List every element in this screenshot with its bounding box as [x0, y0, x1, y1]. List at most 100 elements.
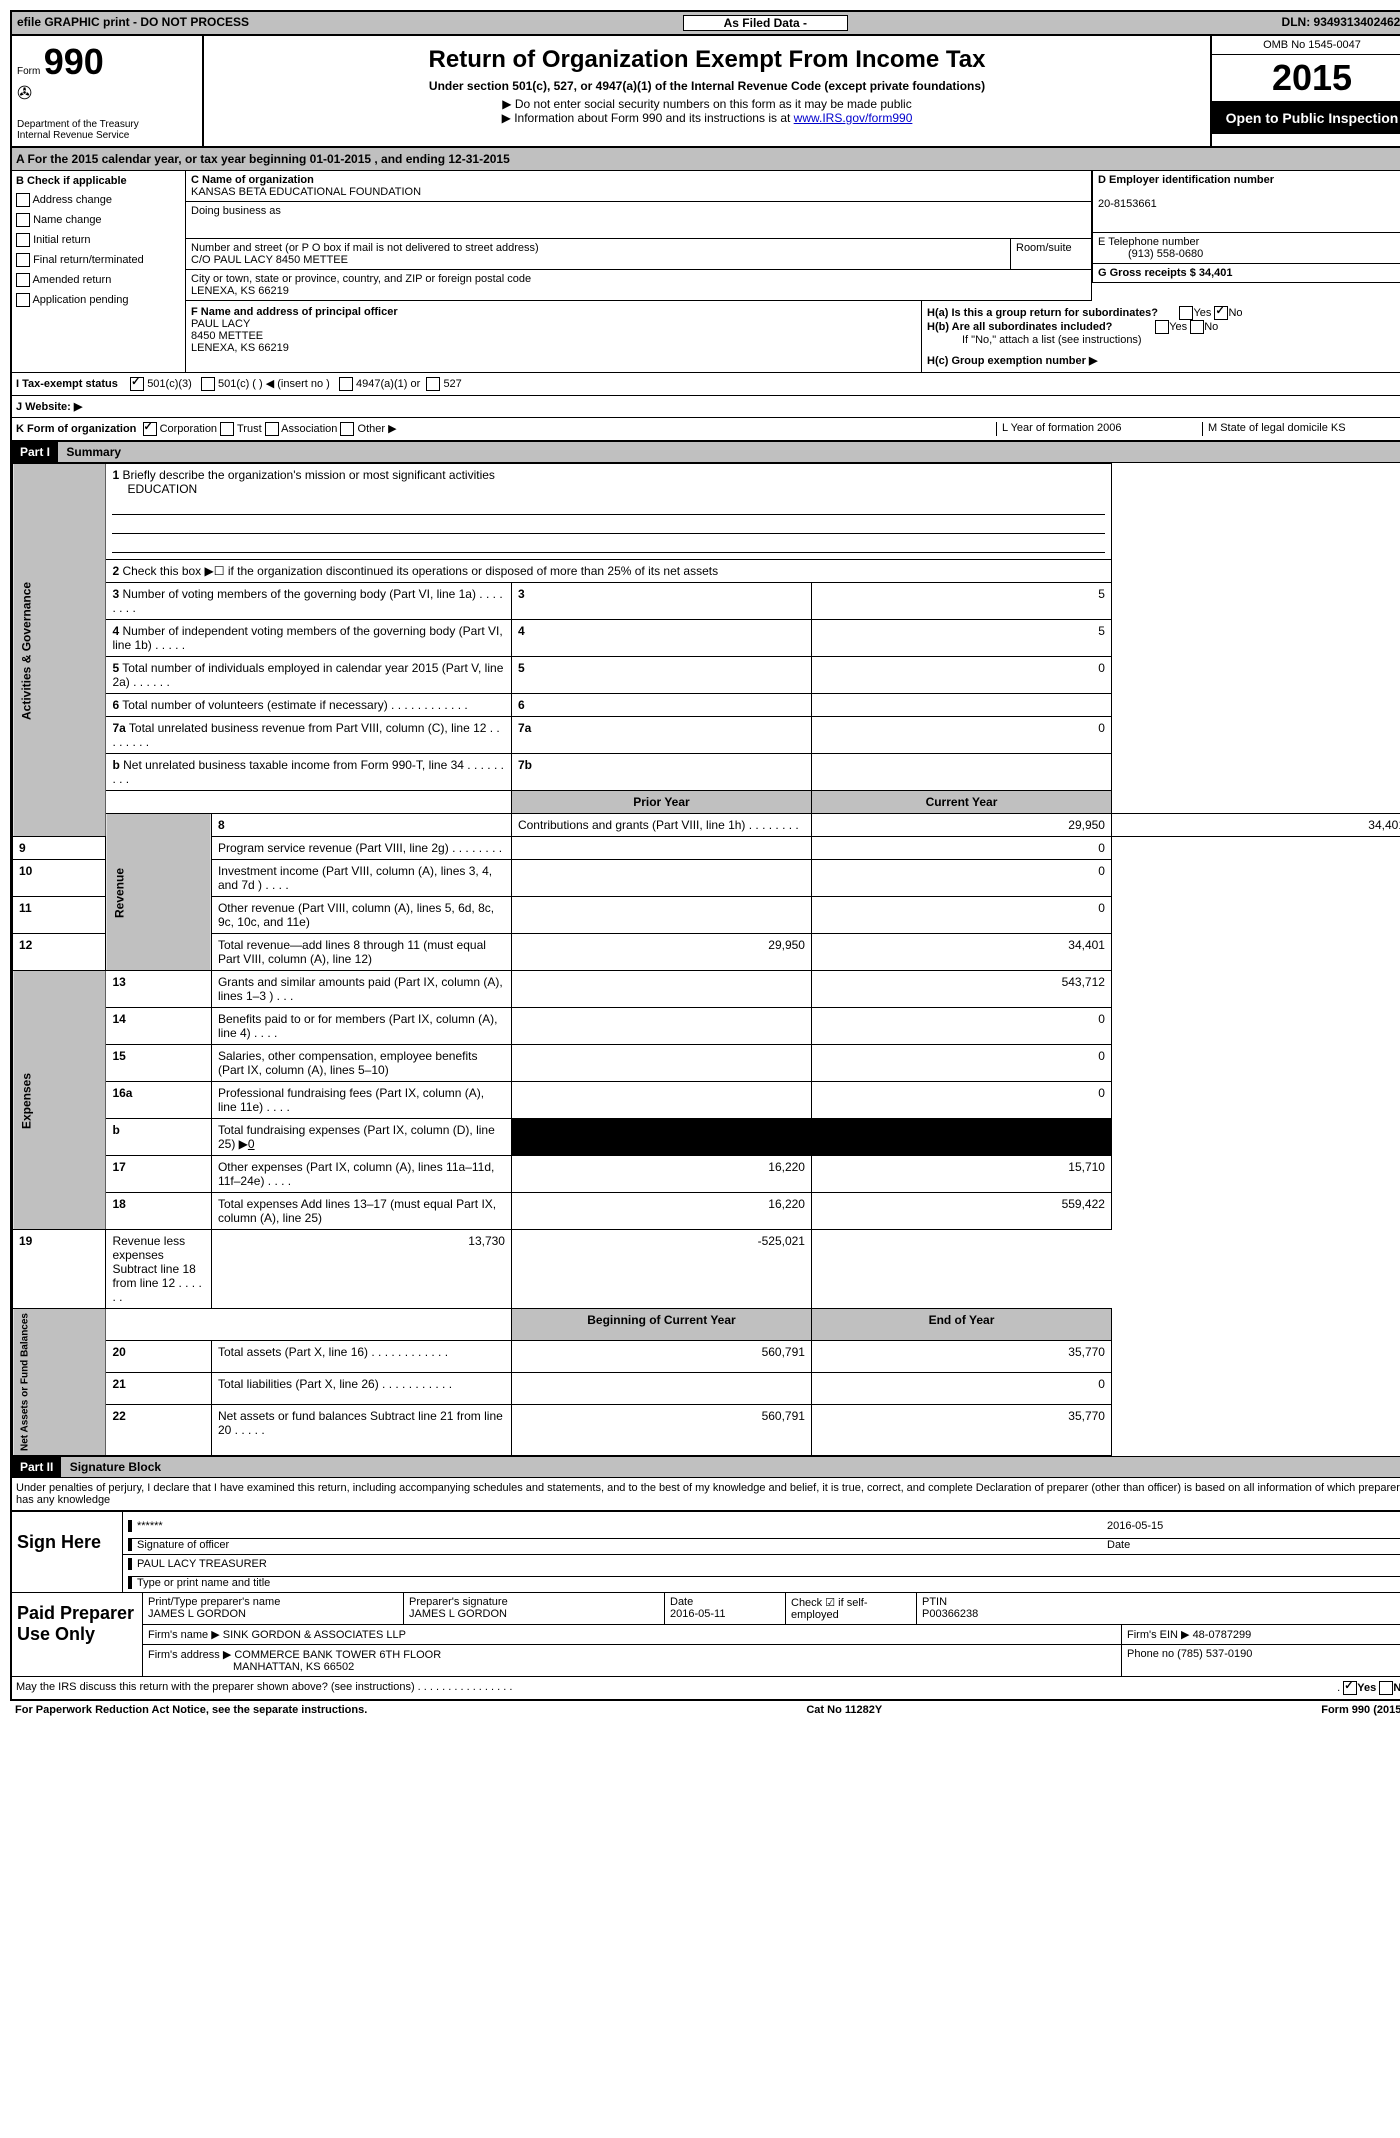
- vlabel-expenses: Expenses: [13, 971, 106, 1230]
- part2-title: Signature Block: [70, 1460, 161, 1474]
- col-prior: Prior Year: [511, 791, 811, 814]
- vlabel-governance: Activities & Governance: [13, 464, 106, 837]
- header-center: Return of Organization Exempt From Incom…: [204, 36, 1210, 146]
- form-subtitle: Under section 501(c), 527, or 4947(a)(1)…: [209, 79, 1205, 93]
- room-label: Room/suite: [1016, 242, 1072, 254]
- note-info-pre: ▶ Information about Form 990 and its ins…: [502, 111, 794, 125]
- topbar-left: efile GRAPHIC print - DO NOT PROCESS: [17, 15, 249, 31]
- form-label: Form: [17, 66, 40, 77]
- topbar-right: DLN: 93493134024626: [1282, 15, 1400, 31]
- cb-assoc[interactable]: [265, 422, 279, 436]
- preparer-section: Paid Preparer Use Only Print/Type prepar…: [12, 1592, 1400, 1676]
- org-info-row: B Check if applicable Address change Nam…: [12, 171, 1400, 373]
- firm-addr1: COMMERCE BANK TOWER 6TH FLOOR: [234, 1649, 441, 1661]
- mission: EDUCATION: [127, 482, 197, 496]
- cb-corp[interactable]: [143, 422, 157, 436]
- prep-name: JAMES L GORDON: [148, 1608, 246, 1620]
- cb-4947[interactable]: [339, 377, 353, 391]
- footer-center: Cat No 11282Y: [806, 1704, 882, 1716]
- note-ssn: ▶ Do not enter social security numbers o…: [209, 97, 1205, 111]
- e-label: E Telephone number: [1098, 236, 1199, 248]
- city-label: City or town, state or province, country…: [191, 273, 531, 285]
- org-city: LENEXA, KS 66219: [191, 285, 289, 297]
- form-number-box: Form 990 ✇ Department of the Treasury In…: [12, 36, 204, 146]
- ha-yes[interactable]: [1179, 306, 1193, 320]
- header-row: Form 990 ✇ Department of the Treasury In…: [12, 36, 1400, 148]
- cb-other[interactable]: [340, 422, 354, 436]
- dept-treasury: Department of the Treasury: [17, 119, 197, 130]
- summary-table: Activities & Governance 1 Briefly descri…: [12, 463, 1400, 1456]
- hb-yes[interactable]: [1155, 320, 1169, 334]
- part2-label: Part II: [12, 1457, 61, 1477]
- omb-number: OMB No 1545-0047: [1212, 36, 1400, 55]
- blackout-cell: [511, 1119, 811, 1156]
- sig-stars: ******: [137, 1520, 1107, 1532]
- part1-label: Part I: [12, 442, 58, 462]
- officer-addr1: 8450 METTEE: [191, 330, 916, 342]
- date-label: Date: [1107, 1538, 1400, 1551]
- section-a-period: A For the 2015 calendar year, or tax yea…: [12, 148, 1400, 171]
- part1-header: Part I Summary: [12, 441, 1400, 463]
- footer-right: Form 990 (2015): [1321, 1704, 1400, 1716]
- vlabel-net: Net Assets or Fund Balances: [13, 1309, 106, 1456]
- vlabel-revenue: Revenue: [106, 814, 212, 971]
- d-label: D Employer identification number: [1098, 174, 1274, 186]
- firm-ein: 48-0787299: [1193, 1629, 1252, 1641]
- officer-addr2: LENEXA, KS 66219: [191, 342, 916, 354]
- checkbox-pending[interactable]: [16, 293, 30, 307]
- line-m: M State of legal domicile KS: [1202, 422, 1400, 436]
- footer: For Paperwork Reduction Act Notice, see …: [10, 1701, 1400, 1719]
- org-address: C/O PAUL LACY 8450 METTEE: [191, 254, 348, 266]
- phone: (913) 558-0680: [1128, 248, 1203, 260]
- prep-date: 2016-05-11: [670, 1608, 725, 1620]
- form-number: 990: [44, 41, 104, 82]
- part2-header: Part II Signature Block: [12, 1456, 1400, 1478]
- addr-label: Number and street (or P O box if mail is…: [191, 242, 539, 254]
- firm-addr2: MANHATTAN, KS 66502: [233, 1661, 354, 1673]
- checkbox-address-change[interactable]: [16, 193, 30, 207]
- checkbox-initial-return[interactable]: [16, 233, 30, 247]
- checkbox-amended[interactable]: [16, 273, 30, 287]
- col-begin: Beginning of Current Year: [511, 1309, 811, 1341]
- form-990-container: efile GRAPHIC print - DO NOT PROCESS As …: [10, 10, 1400, 1701]
- c-label: C Name of organization: [191, 174, 314, 186]
- line2-desc: Check this box ▶☐ if the organization di…: [122, 564, 718, 578]
- irs-label: Internal Revenue Service: [17, 130, 197, 141]
- col-current: Current Year: [811, 791, 1111, 814]
- firm-phone: Phone no (785) 537-0190: [1122, 1645, 1400, 1676]
- ptin: P00366238: [922, 1608, 978, 1620]
- prep-sig: JAMES L GORDON: [409, 1608, 507, 1620]
- line-k: K Form of organization: [16, 423, 136, 435]
- header-right: OMB No 1545-0047 2015 Open to Public Ins…: [1210, 36, 1400, 146]
- ha-no[interactable]: [1214, 306, 1228, 320]
- hb-no[interactable]: [1190, 320, 1204, 334]
- checkbox-name-change[interactable]: [16, 213, 30, 227]
- paid-preparer-label: Paid Preparer Use Only: [12, 1593, 142, 1676]
- firm-name: SINK GORDON & ASSOCIATES LLP: [223, 1629, 406, 1641]
- cb-501c[interactable]: [201, 377, 215, 391]
- hb-note: If "No," attach a list (see instructions…: [962, 334, 1400, 346]
- officer-title: PAUL LACY TREASURER: [128, 1558, 1400, 1570]
- officer-name: PAUL LACY: [191, 318, 916, 330]
- dba-label: Doing business as: [191, 205, 281, 217]
- line-l: L Year of formation 2006: [996, 422, 1202, 436]
- sign-section: Sign Here ****** 2016-05-15 Signature of…: [12, 1510, 1400, 1592]
- discuss-question: May the IRS discuss this return with the…: [16, 1681, 1337, 1695]
- type-label: Type or print name and title: [128, 1576, 1400, 1589]
- cb-501c3[interactable]: [130, 377, 144, 391]
- discuss-no[interactable]: [1379, 1681, 1393, 1695]
- hc-label: H(c) Group exemption number ▶: [927, 354, 1400, 367]
- ha-label: H(a) Is this a group return for subordin…: [927, 307, 1158, 319]
- cb-527[interactable]: [426, 377, 440, 391]
- discuss-yes[interactable]: [1343, 1681, 1357, 1695]
- perjury-declaration: Under penalties of perjury, I declare th…: [12, 1478, 1400, 1510]
- irs-link[interactable]: www.IRS.gov/form990: [794, 111, 913, 125]
- cb-trust[interactable]: [220, 422, 234, 436]
- checkbox-final-return[interactable]: [16, 253, 30, 267]
- sig-date: 2016-05-15: [1107, 1520, 1400, 1532]
- col-end: End of Year: [811, 1309, 1111, 1341]
- footer-left: For Paperwork Reduction Act Notice, see …: [15, 1704, 367, 1716]
- f-label: F Name and address of principal officer: [191, 306, 916, 318]
- ein: 20-8153661: [1098, 198, 1157, 210]
- part1-title: Summary: [66, 445, 121, 459]
